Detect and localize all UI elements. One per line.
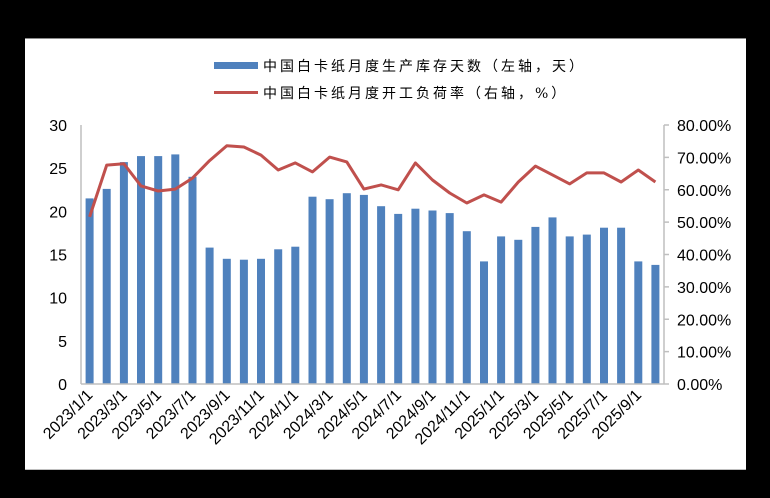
bar [634, 261, 643, 384]
bar [617, 227, 626, 384]
bar [394, 213, 403, 384]
bar [359, 194, 368, 384]
right-tick-label: 30.00% [677, 280, 731, 297]
bar [497, 236, 506, 384]
bar [102, 188, 111, 384]
bar [480, 261, 488, 384]
right-axis-tick-labels: 0.00% 10.00% 20.00% 30.00% 40.00% 50.00% 60.00… [664, 118, 731, 394]
bar [274, 249, 283, 384]
bar-series-inventory-days [85, 154, 660, 384]
bar [531, 226, 540, 384]
bar [257, 258, 265, 384]
bar [171, 154, 180, 384]
right-tick-label: 80.00% [677, 118, 731, 135]
bar [188, 176, 197, 384]
right-tick-label: 0.00% [677, 377, 722, 394]
axes [80, 125, 665, 385]
legend-label-operating-rate: 中国白卡纸月度开工负荷率（右轴，%） [263, 85, 569, 102]
bar [137, 156, 145, 384]
bar [651, 264, 660, 384]
left-tick-label: 0 [58, 377, 67, 394]
left-tick-label: 5 [58, 334, 67, 351]
bar [600, 227, 608, 384]
right-tick-label: 70.00% [677, 150, 731, 167]
legend-entry-inventory-days: 中国白卡纸月度生产库存天数（左轴，天） [214, 52, 586, 79]
bar [411, 208, 420, 384]
x-axis-tick-labels: 2023/1/12023/3/12023/5/12023/7/12023/9/1… [40, 387, 645, 449]
bar [342, 193, 351, 384]
right-tick-label: 20.00% [677, 312, 731, 329]
bar [325, 199, 334, 384]
bar [565, 236, 574, 384]
line-series-operating-rate [88, 144, 657, 218]
chart-frame [25, 38, 746, 470]
left-tick-label: 20 [49, 204, 67, 221]
left-axis-tick-labels: 0 5 10 15 20 25 30 [49, 118, 67, 394]
right-tick-label: 10.00% [677, 345, 731, 362]
bar [377, 206, 386, 384]
chart-legend: 中国白卡纸月度生产库存天数（左轴，天） 中国白卡纸月度开工负荷率（右轴，%） [214, 52, 586, 106]
bar [582, 234, 591, 384]
bar [222, 258, 231, 384]
right-tick-label: 50.00% [677, 215, 731, 232]
bar [308, 196, 317, 384]
bar [462, 231, 471, 384]
left-tick-label: 30 [49, 118, 67, 135]
operating-rate-line [88, 144, 657, 218]
legend-label-inventory-days: 中国白卡纸月度生产库存天数（左轴，天） [263, 58, 586, 75]
bar [291, 246, 300, 384]
bar [119, 162, 128, 384]
legend-line-swatch-icon [214, 91, 258, 94]
bar [514, 239, 523, 384]
right-tick-label: 40.00% [677, 248, 731, 265]
bar [445, 213, 454, 384]
left-tick-label: 15 [49, 248, 67, 265]
bar [548, 217, 557, 384]
bar [205, 247, 214, 384]
bar [154, 156, 163, 384]
legend-entry-operating-rate: 中国白卡纸月度开工负荷率（右轴，%） [214, 79, 586, 106]
left-tick-label: 25 [49, 161, 67, 178]
bar [85, 198, 94, 384]
legend-bar-swatch-icon [214, 62, 258, 69]
bar [239, 259, 248, 384]
left-tick-label: 10 [49, 291, 67, 308]
bar [428, 210, 437, 384]
right-tick-label: 60.00% [677, 183, 731, 200]
